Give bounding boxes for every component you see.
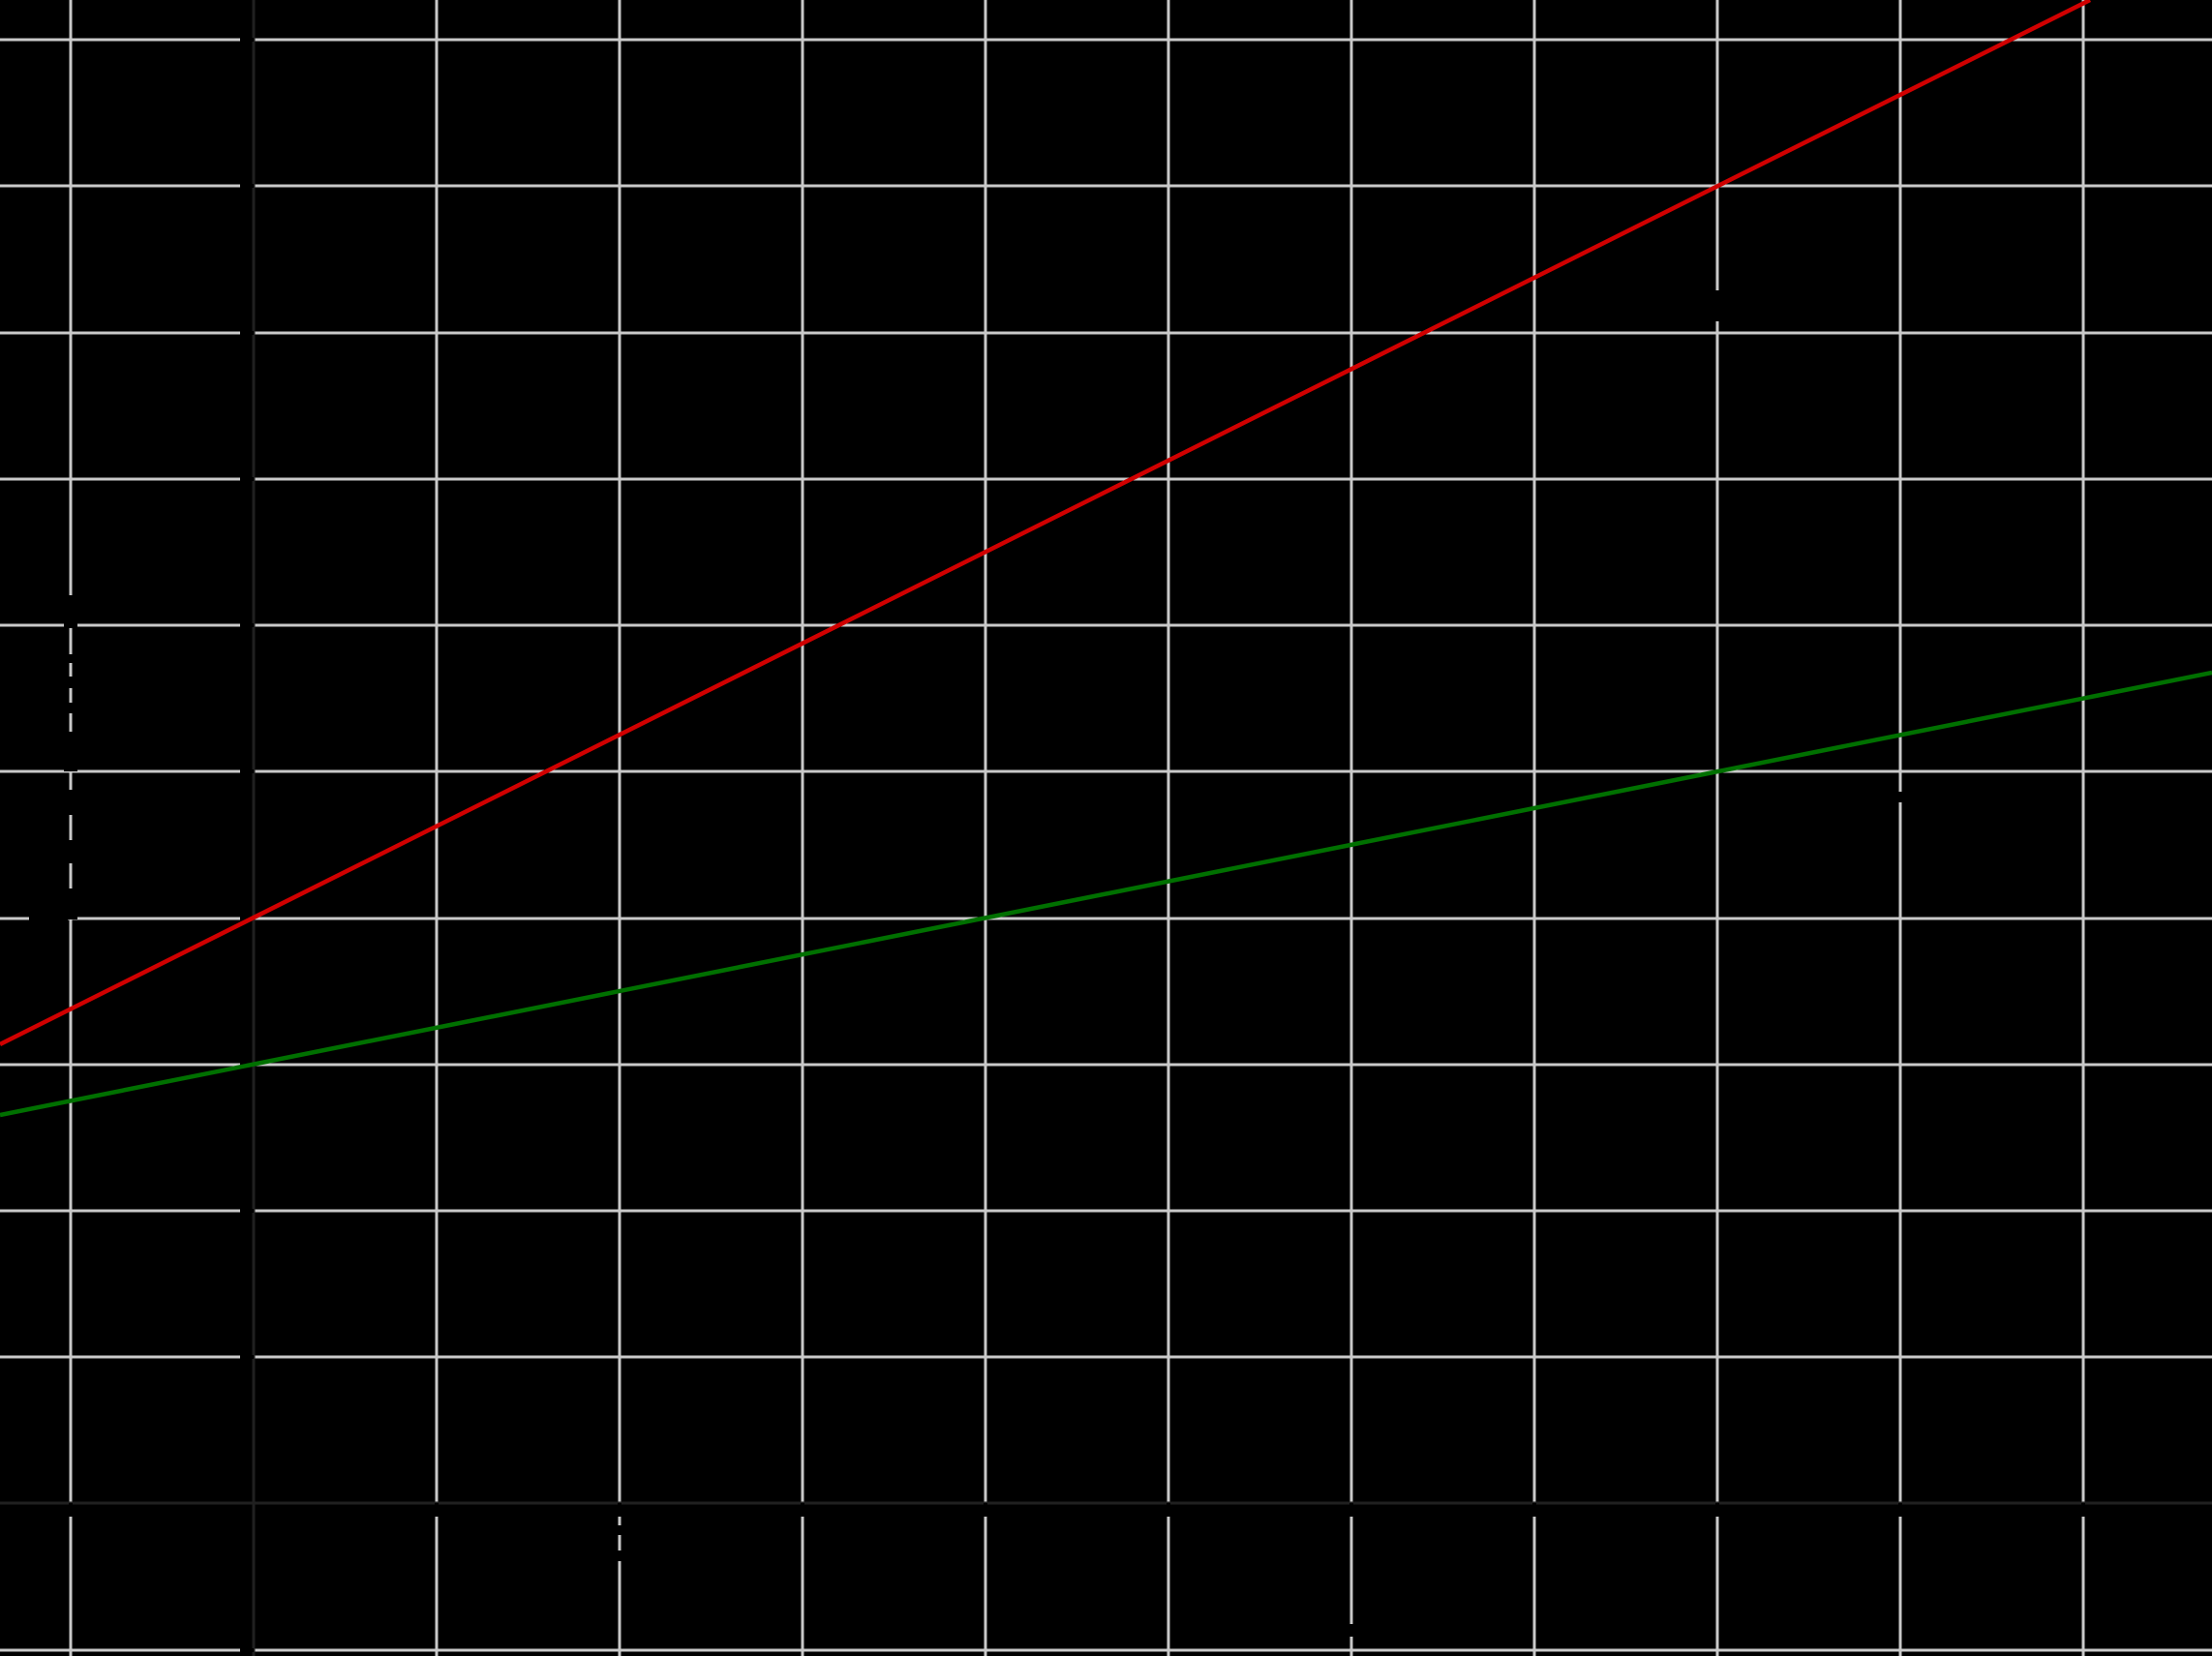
black-label-fragment: [64, 840, 77, 863]
x-axis-tick: [801, 1503, 804, 1517]
y-axis-tick: [240, 184, 254, 188]
black-label-fragment: [1345, 1624, 1358, 1637]
y-axis-tick: [240, 1355, 254, 1359]
black-label-fragment: [64, 703, 77, 713]
black-label-fragment: [29, 910, 68, 921]
y-axis-tick: [240, 917, 254, 920]
y-axis-tick: [240, 331, 254, 335]
black-label-fragment: [64, 677, 77, 688]
black-label-fragment: [64, 654, 77, 663]
black-label-fragment: [64, 732, 77, 771]
x-axis-tick: [69, 1503, 73, 1517]
black-label-fragment: [64, 595, 77, 628]
red-line: [0, 0, 2092, 1047]
y-axis-tick: [240, 1209, 254, 1213]
y-axis-tick: [240, 38, 254, 42]
y-axis-tick: [240, 769, 254, 773]
illegible-black-label-fragments: [29, 290, 1907, 1637]
x-axis-tick: [618, 1503, 621, 1517]
black-label-fragment: [613, 1551, 626, 1561]
x-axis-tick: [1349, 1503, 1353, 1517]
x-axis-tick: [1898, 1503, 1902, 1517]
black-label-fragment: [64, 790, 77, 815]
y-axis-tick: [240, 623, 254, 627]
black-label-fragment: [1711, 290, 1724, 321]
black-label-fragment: [1894, 792, 1907, 802]
x-axis-tick: [984, 1503, 987, 1517]
x-axis-tick: [1167, 1503, 1170, 1517]
y-axis-tick: [240, 1648, 254, 1652]
x-axis-tick: [435, 1503, 439, 1517]
data-series-lines: [0, 0, 2212, 1118]
black-label-fragment: [613, 1525, 626, 1535]
x-axis-tick: [1715, 1503, 1719, 1517]
green-line: [0, 670, 2212, 1118]
y-axis-tick: [240, 477, 254, 481]
x-axis-tick: [2081, 1503, 2085, 1517]
x-axis-tick: [1532, 1503, 1536, 1517]
